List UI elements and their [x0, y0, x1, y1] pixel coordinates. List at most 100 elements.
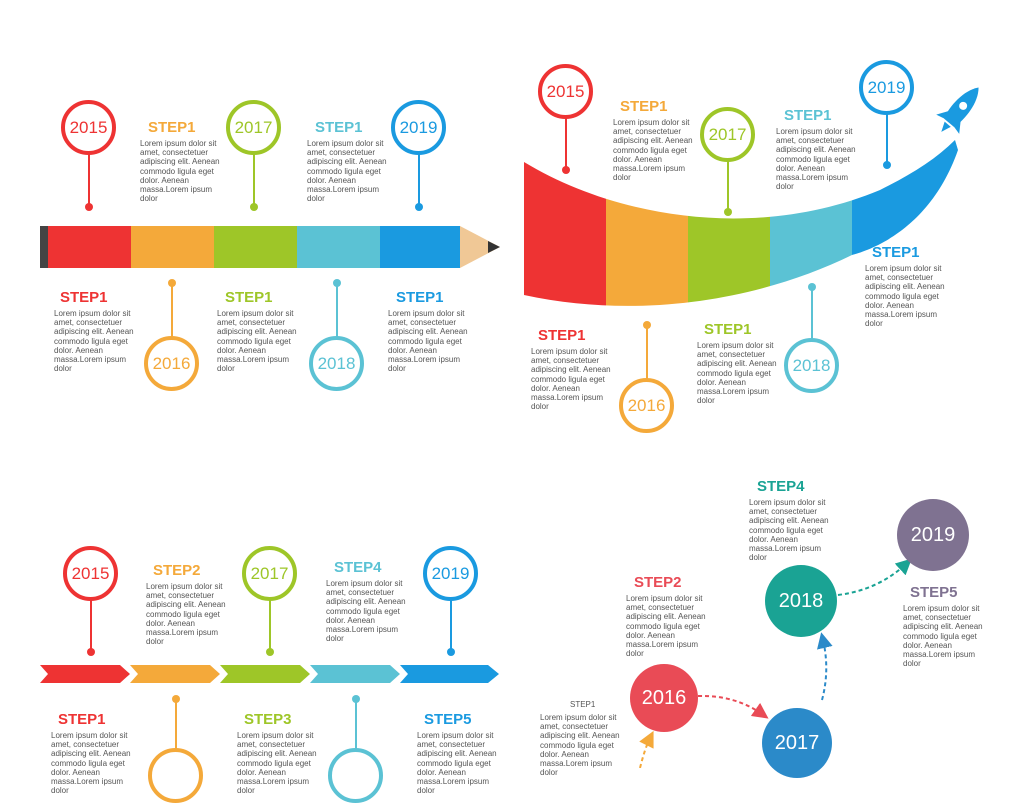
stem-2018: [811, 289, 813, 344]
stem-2016: [171, 285, 173, 340]
connector-into-2016: [639, 730, 654, 768]
stem-2015: [565, 112, 567, 170]
bubble-timeline: 2016 2017 2018 2019 STEP1 Lorem ipsum do…: [540, 478, 983, 778]
step-body: Lorem ipsum dolor sit amet, consectetuer…: [326, 579, 406, 644]
dot-2017: [250, 203, 258, 211]
dot-2018: [808, 283, 816, 291]
pencil-tip: [460, 226, 500, 268]
step-body: Lorem ipsum dolor sit amet, consectetuer…: [140, 139, 220, 204]
dot-2017: [724, 208, 732, 216]
year-circle-2019: 2019: [859, 60, 914, 115]
step-heading: STEP1: [225, 289, 273, 306]
year-label: 2019: [867, 77, 906, 97]
year-label: 2017: [774, 731, 820, 754]
step-heading: STEP1: [60, 289, 108, 306]
year-circle-2019: 2019: [391, 100, 446, 155]
step-body: Lorem ipsum dolor sit amet, consectetuer…: [776, 127, 856, 192]
pencil-segment-red: [48, 226, 131, 268]
year-label: 2018: [792, 355, 831, 375]
dot-2016: [168, 279, 176, 287]
step-heading: STEP2: [634, 574, 682, 591]
pencil-segment-blue: [380, 226, 460, 268]
step-body: Lorem ipsum dolor sit amet, consectetuer…: [626, 594, 706, 659]
year-label: 2016: [641, 686, 687, 709]
year-label: 2018: [317, 353, 356, 373]
year-circle-2017: 2017: [226, 100, 281, 155]
step-heading: STEP4: [757, 478, 805, 495]
year-label: 2017: [234, 117, 273, 137]
bubble-2017: 2017: [762, 708, 832, 778]
step-heading: STEP1: [396, 289, 444, 306]
arrow-green: [220, 665, 310, 683]
stem-2019: [418, 150, 420, 205]
step-body: Lorem ipsum dolor sit amet, consectetuer…: [540, 713, 620, 778]
step-body: Lorem ipsum dolor sit amet, consectetuer…: [697, 341, 777, 406]
year-circle-2019: 2019: [423, 546, 478, 601]
step-heading: STEP1: [784, 107, 832, 124]
step-heading: STEP1: [704, 321, 752, 338]
step-body: Lorem ipsum dolor sit amet, consectetuer…: [613, 118, 693, 183]
bubble-2019: 2019: [897, 499, 969, 571]
step-body: Lorem ipsum dolor sit amet, consectetuer…: [146, 582, 226, 647]
dot-2019: [447, 648, 455, 656]
step-body: Lorem ipsum dolor sit amet, consectetuer…: [903, 604, 983, 669]
dot-2015: [87, 648, 95, 656]
step-heading: STEP2: [153, 562, 201, 579]
bubble-2018: 2018: [765, 565, 837, 637]
dot-2019: [883, 161, 891, 169]
connector-2017-2018: [817, 632, 833, 701]
year-label: 2016: [152, 353, 191, 373]
year-circle-2016: 2016: [619, 378, 674, 433]
arrow-red: [40, 665, 130, 683]
step-heading: STEP1: [58, 711, 106, 728]
stem-2017: [269, 598, 271, 653]
stem-2017: [727, 157, 729, 212]
year-label: 2019: [910, 523, 956, 546]
year-label: 2015: [69, 117, 108, 137]
year-label: 2017: [250, 563, 289, 583]
year-circle-2017: 2017: [700, 107, 755, 162]
year-label: 2017: [708, 124, 747, 144]
year-circle-2015: 2015: [61, 100, 116, 155]
year-label: 2018: [778, 589, 824, 612]
step-body: Lorem ipsum dolor sit amet, consectetuer…: [217, 309, 297, 374]
year-circle-2018: 2018: [309, 336, 364, 391]
pencil-segment-teal: [297, 226, 380, 268]
stem-2017: [253, 150, 255, 205]
dot-2016: [643, 321, 651, 329]
year-label: 2015: [71, 563, 110, 583]
stem-2016: [175, 701, 177, 753]
year-circle-2016: 2016: [144, 336, 199, 391]
step-body: Lorem ipsum dolor sit amet, consectetuer…: [54, 309, 134, 374]
year-label: 2016: [627, 395, 666, 415]
dot-2016: [172, 695, 180, 703]
pencil-timeline: 2015 2017 2019 STEP1 Lorem ipsum dolor s…: [40, 100, 500, 391]
step-heading: STEP5: [424, 711, 472, 728]
pencil-eraser: [40, 226, 48, 268]
dot-2015: [562, 166, 570, 174]
step-heading-small: STEP1: [570, 700, 596, 709]
step-body: Lorem ipsum dolor sit amet, consectetuer…: [531, 347, 611, 412]
step-heading: STEP4: [334, 559, 382, 576]
step-heading: STEP1: [538, 327, 586, 344]
pencil-segment-orange: [131, 226, 214, 268]
connector-2018-2019: [837, 558, 912, 596]
step-body: Lorem ipsum dolor sit amet, consectetuer…: [388, 309, 468, 374]
step-body: Lorem ipsum dolor sit amet, consectetuer…: [307, 139, 387, 204]
rocket-icon: [936, 87, 979, 134]
step-heading: STEP3: [244, 711, 292, 728]
connector-2016-2017: [697, 694, 769, 719]
dot-2018: [333, 279, 341, 287]
stem-2018: [355, 701, 357, 753]
dot-2017: [266, 648, 274, 656]
stem-2015: [90, 598, 92, 653]
step-heading: STEP1: [872, 244, 920, 261]
bubble-connectors: [639, 558, 912, 768]
year-label: 2019: [399, 117, 438, 137]
year-circle-2017: 2017: [242, 546, 297, 601]
stem-2015: [88, 150, 90, 205]
year-label: 2019: [431, 563, 470, 583]
year-circle-2015: 2015: [63, 546, 118, 601]
year-label: 2015: [546, 81, 585, 101]
year-circle-2018: 2018: [784, 338, 839, 393]
